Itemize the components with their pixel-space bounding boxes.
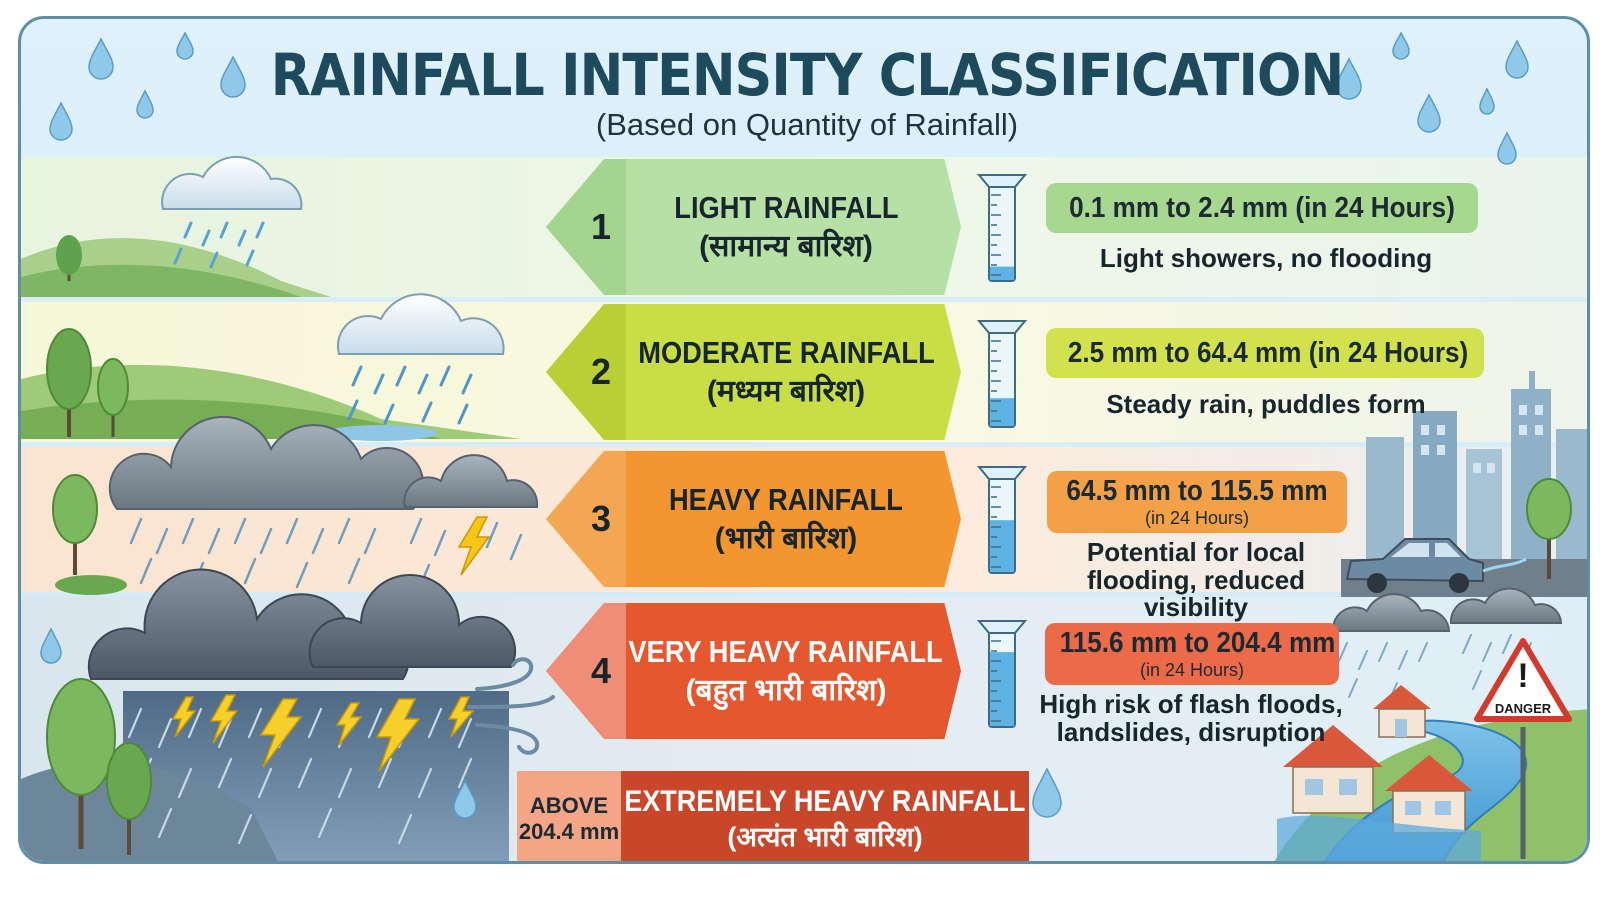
category-name-hi: (बहुत भारी बारिश) <box>685 673 887 707</box>
cloud-icon <box>108 415 539 510</box>
range-badge: 2.5 mm to 64.4 mm (in 24 Hours) <box>1046 328 1484 378</box>
category-label: LIGHT RAINFALL (सामान्य बारिश) <box>626 159 946 295</box>
floodwater <box>1277 815 1481 861</box>
category-very-heavy-arrow: 4 VERY HEAVY RAINFALL (बहुत भारी बारिश) <box>546 603 961 739</box>
page-title: RAINFALL INTENSITY CLASSIFICATION <box>270 41 1344 109</box>
category-number: 2 <box>590 351 612 392</box>
wind-icon <box>467 657 555 755</box>
category-name-en: LIGHT RAINFALL <box>673 189 899 225</box>
gauge-funnel <box>976 466 1028 480</box>
raindrop-icon <box>40 627 1062 819</box>
category-name-en: HEAVY RAINFALL <box>669 481 903 517</box>
hills-light <box>21 235 331 297</box>
gauge-water <box>990 652 1014 726</box>
house-icon <box>1283 725 1383 814</box>
category-name-en: MODERATE RAINFALL <box>637 334 935 370</box>
gauge-funnel <box>976 620 1028 634</box>
cloud-icon <box>87 568 517 680</box>
category-description: Potential for local flooding, reduced vi… <box>1086 537 1306 623</box>
category-number: 1 <box>590 206 612 247</box>
category-name-en: VERY HEAVY RAINFALL <box>628 633 944 669</box>
range-period: (in 24 Hours) <box>1144 508 1250 528</box>
gauge-funnel <box>976 174 1028 188</box>
svg-text:!: ! <box>1517 657 1528 695</box>
category-heavy-arrow: 3 HEAVY RAINFALL (भारी बारिश) <box>546 451 961 587</box>
gauge-funnel <box>976 320 1028 334</box>
range-badge: 115.6 mm to 204.4 mm (in 24 Hours) <box>1045 623 1339 685</box>
lightning-icon <box>457 516 491 576</box>
scene-illustration: ! DANGER <box>21 31 1587 861</box>
cloud-icon <box>336 293 505 355</box>
infographic-frame: ! DANGER RAINFALL INTENSITY CLASSIFICATI… <box>18 16 1590 864</box>
extreme-threshold-line1: ABOVE <box>529 792 609 818</box>
cloud-icon <box>1331 587 1563 632</box>
category-number: 4 <box>590 650 612 691</box>
rain-gauge-icon <box>976 320 1028 428</box>
gauge-water <box>990 520 1014 572</box>
range-value: 0.1 mm to 2.4 mm (in 24 Hours) <box>1069 191 1455 224</box>
range-period: (in 24 Hours) <box>1139 660 1245 680</box>
gauge-water <box>990 398 1014 426</box>
range-badge: 0.1 mm to 2.4 mm (in 24 Hours) <box>1046 183 1478 233</box>
house-icon <box>1373 685 1431 738</box>
category-label: HEAVY RAINFALL (भारी बारिश) <box>626 451 946 587</box>
category-name-hi: (भारी बारिश) <box>714 521 858 555</box>
category-label: MODERATE RAINFALL (मध्यम बारिश) <box>626 304 946 440</box>
category-number: 3 <box>590 498 612 539</box>
extreme-label: EXTREMELY HEAVY RAINFALL (अत्यंत भारी बा… <box>621 771 1029 861</box>
cloud-icon <box>161 155 303 210</box>
category-description: High risk of flash floods, landslides, d… <box>1039 689 1343 747</box>
rain-light <box>173 221 265 269</box>
rain-gauge-icon <box>976 174 1028 282</box>
extreme-name-hi: (अत्यंत भारी बारिश) <box>727 821 923 852</box>
puddle <box>325 425 437 441</box>
category-description: Steady rain, puddles form <box>1106 389 1426 419</box>
tree-icon <box>46 328 129 437</box>
category-name-hi: (सामान्य बारिश) <box>699 229 873 263</box>
tree-icon <box>56 235 82 275</box>
rain-gauge-icon <box>976 466 1028 574</box>
danger-sign-label: DANGER <box>1495 701 1552 716</box>
category-name-hi: (मध्यम बारिश) <box>706 374 866 408</box>
tree-icon <box>46 678 152 855</box>
lightning-icon <box>171 694 475 772</box>
danger-sign-icon: ! <box>1474 638 1572 859</box>
category-description: Light showers, no flooding <box>1099 243 1433 273</box>
range-value: 64.5 mm to 115.5 mm <box>1066 475 1328 507</box>
tree-icon <box>52 474 127 595</box>
range-value: 2.5 mm to 64.4 mm (in 24 Hours) <box>1067 336 1469 369</box>
raindrop-icon <box>49 31 1529 165</box>
rain-gauge-icon <box>976 620 1028 728</box>
gauge-water <box>990 266 1014 280</box>
car-icon <box>1345 538 1527 593</box>
extreme-threshold-line2: 204.4 mm <box>518 819 620 844</box>
tree-icon <box>1526 478 1572 579</box>
category-moderate-arrow: 2 MODERATE RAINFALL (मध्यम बारिश) <box>546 304 961 440</box>
extreme-category: ABOVE 204.4 mm EXTREMELY HEAVY RAINFALL … <box>517 771 1029 861</box>
extreme-threshold: ABOVE 204.4 mm <box>517 771 621 861</box>
range-value: 115.6 mm to 204.4 mm <box>1059 627 1336 659</box>
category-label: VERY HEAVY RAINFALL (बहुत भारी बारिश) <box>626 603 946 739</box>
page-subtitle: (Based on Quantity of Rainfall) <box>595 107 1019 142</box>
category-light-arrow: 1 LIGHT RAINFALL (सामान्य बारिश) <box>546 159 961 295</box>
range-badge: 64.5 mm to 115.5 mm (in 24 Hours) <box>1047 471 1347 533</box>
rain-moderate <box>347 365 473 425</box>
extreme-name-en: EXTREMELY HEAVY RAINFALL <box>624 785 1026 819</box>
